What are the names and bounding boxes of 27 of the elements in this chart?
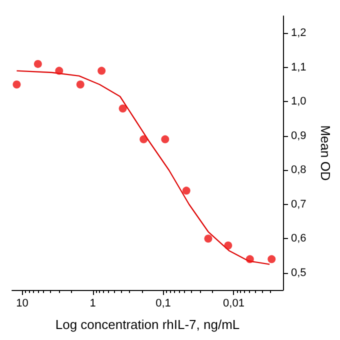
point [161, 135, 170, 144]
y-tick-label: 1,2 [291, 27, 306, 40]
x-tick-label: 10 [16, 298, 28, 310]
y-tick-label: 0,8 [291, 164, 306, 176]
point [204, 234, 212, 243]
y-tick-label: 1,1 [291, 61, 306, 74]
y-tick-label: 1,0 [291, 96, 306, 108]
point [55, 66, 64, 75]
y-tick-label: 0,6 [291, 232, 306, 245]
point [224, 241, 232, 250]
point [140, 135, 148, 144]
y-axis-title: Mean OD [318, 125, 333, 181]
point [246, 255, 254, 264]
x-axis-title: Log concentration rhIL-7, ng/mL [55, 317, 240, 332]
point [12, 80, 21, 88]
point [34, 60, 42, 68]
x-tick-label: 0,1 [156, 298, 171, 310]
point [98, 66, 106, 75]
y-tick-label: 0,9 [291, 130, 306, 142]
y-tick-label: 0,5 [291, 266, 306, 279]
point [268, 255, 276, 264]
x-tick-label: 0,01 [223, 298, 244, 310]
point [182, 186, 190, 195]
point [118, 104, 127, 112]
x-tick-label: 1 [90, 298, 96, 310]
y-tick-label: 0,7 [291, 198, 306, 210]
point [76, 80, 84, 88]
